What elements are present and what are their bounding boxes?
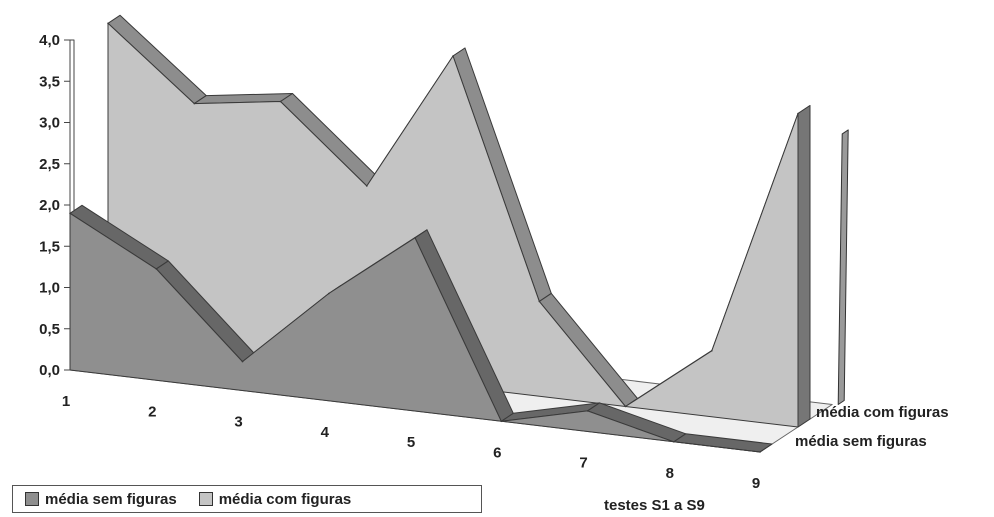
data-point <box>452 55 454 57</box>
x-tick-label: 6 <box>493 444 501 461</box>
data-point <box>711 350 713 352</box>
x-tick-label: 7 <box>579 455 587 472</box>
x-tick-label: 5 <box>407 434 415 451</box>
legend-label-com: média com figuras <box>218 490 352 508</box>
legend-swatch-sem <box>25 492 39 506</box>
series-sem-figuras <box>69 204 773 453</box>
legend: média sem figuras média com figuras <box>12 485 482 513</box>
y-tick-label: 2,0 <box>39 197 60 214</box>
area-face <box>107 22 799 428</box>
legend-label-sem: média sem figuras <box>45 490 177 508</box>
data-point <box>673 441 675 443</box>
x-tick-label: 9 <box>752 475 760 492</box>
data-point <box>759 451 761 453</box>
end-cap <box>797 105 811 428</box>
x-axis-ticks: 1 2 3 4 5 6 7 8 9 <box>62 393 760 492</box>
data-point <box>155 268 158 270</box>
y-tick-label: 1,5 <box>39 238 60 255</box>
end-cap <box>759 443 773 453</box>
data-point <box>366 185 368 187</box>
series-label-back: média com figuras <box>816 404 949 421</box>
series-rows <box>69 14 811 453</box>
y-tick-label: 2,5 <box>39 156 60 173</box>
y-tick-label: 3,0 <box>39 115 60 132</box>
data-point <box>624 405 627 408</box>
data-point <box>193 102 196 105</box>
y-tick-label: 0,5 <box>39 321 60 338</box>
x-tick-label: 8 <box>666 465 674 482</box>
data-point <box>241 360 244 363</box>
data-point <box>414 237 416 239</box>
x-tick-label: 4 <box>321 424 330 441</box>
series-com-figuras <box>107 14 811 428</box>
data-point <box>586 410 589 412</box>
data-point <box>279 100 282 103</box>
y-axis-ticks: 0,0 0,5 1,0 1,5 2,0 2,5 3,0 3,5 4,0 <box>39 32 70 379</box>
legend-item-com: média com figuras <box>198 490 352 508</box>
data-point <box>328 292 330 295</box>
right-wall <box>837 129 849 405</box>
legend-swatch-com <box>198 492 213 506</box>
y-tick-label: 4,0 <box>39 32 60 49</box>
x-axis-title: testes S1 a S9 <box>604 497 705 514</box>
y-tick-label: 1,0 <box>39 280 60 297</box>
x-tick-label: 2 <box>148 403 156 420</box>
data-point <box>107 22 109 25</box>
x-tick-label: 1 <box>62 393 70 410</box>
data-point <box>538 300 541 303</box>
series-label-front: média sem figuras <box>795 433 927 450</box>
data-point <box>797 112 799 115</box>
data-point <box>500 420 503 423</box>
x-tick-label: 3 <box>234 414 242 431</box>
legend-item-sem: média sem figuras <box>25 491 177 508</box>
data-point <box>69 212 71 215</box>
y-tick-label: 3,5 <box>39 73 60 90</box>
y-tick-label: 0,0 <box>39 362 60 379</box>
